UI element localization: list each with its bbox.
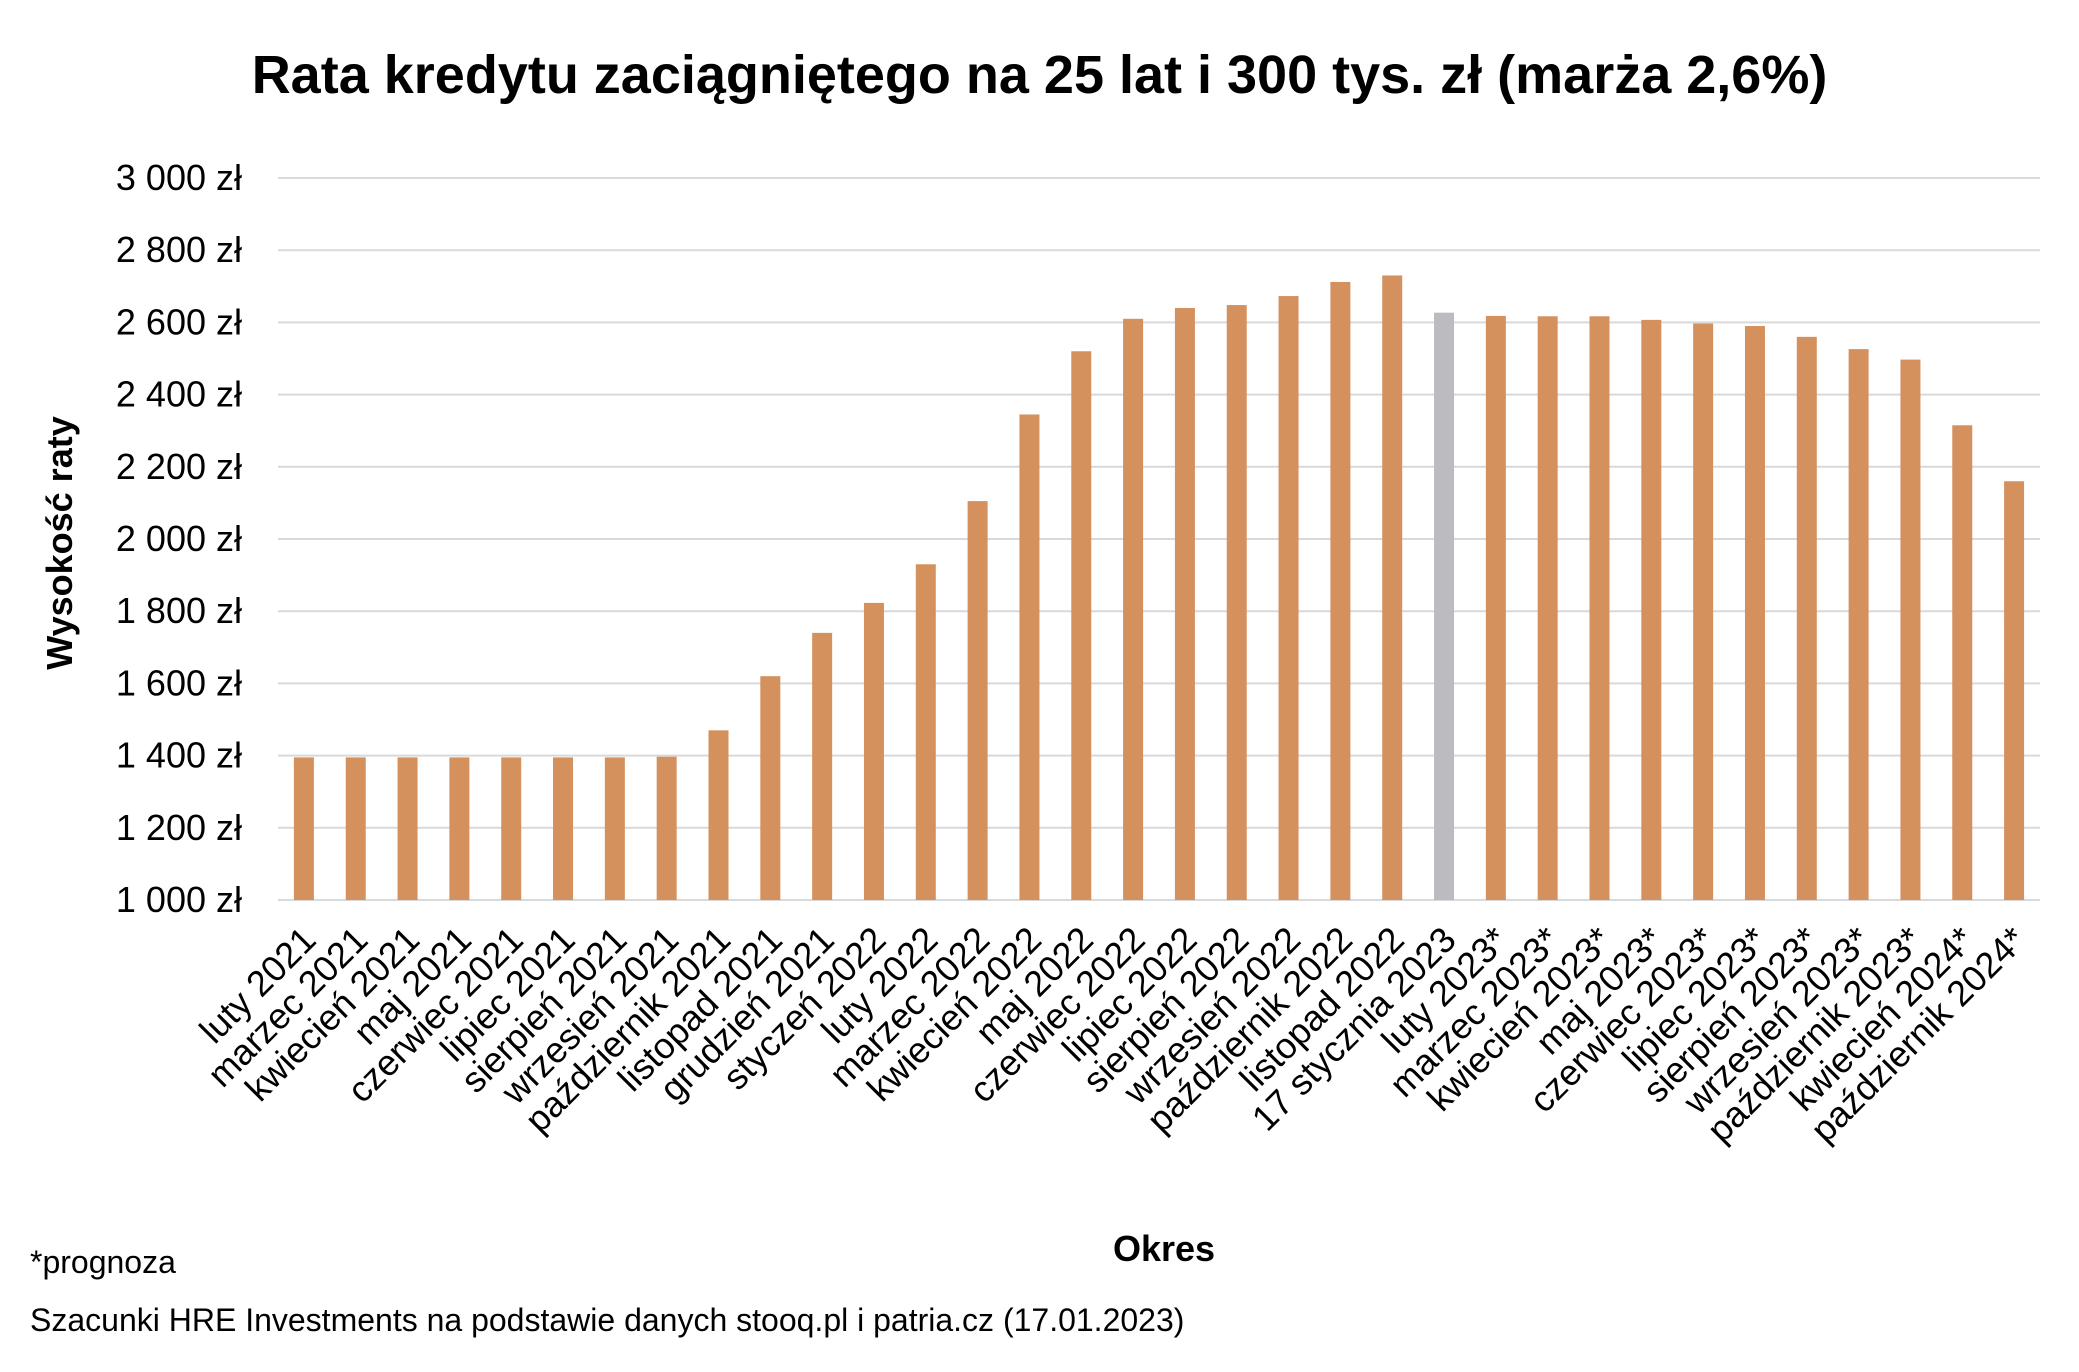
bar	[967, 501, 988, 900]
bar	[1071, 351, 1092, 900]
y-tick-label: 1 800 zł	[116, 590, 242, 631]
bar	[1434, 312, 1455, 900]
y-tick-label: 1 000 zł	[116, 879, 242, 920]
bar	[501, 757, 522, 900]
bar	[1123, 318, 1144, 900]
bar	[1744, 326, 1765, 900]
bar	[1226, 305, 1247, 900]
bar	[1641, 319, 1662, 900]
bar	[812, 632, 833, 900]
bar	[1382, 275, 1403, 901]
y-tick-label: 2 400 zł	[116, 374, 242, 415]
bar	[553, 757, 574, 900]
y-tick-label: 2 000 zł	[116, 518, 242, 559]
bar	[2004, 481, 2025, 900]
bar	[1019, 414, 1040, 900]
bar	[1485, 315, 1506, 901]
bar	[1174, 307, 1195, 901]
bar	[1278, 296, 1299, 900]
bar	[863, 602, 884, 900]
source-note: Szacunki HRE Investments na podstawie da…	[30, 1302, 1185, 1338]
bar	[1537, 316, 1558, 900]
bar	[708, 730, 729, 900]
y-tick-label: 1 400 zł	[116, 735, 242, 776]
bar	[1952, 425, 1973, 900]
y-tick-label: 2 800 zł	[116, 229, 242, 270]
y-tick-label: 1 600 zł	[116, 662, 242, 703]
chart-title: Rata kredytu zaciągniętego na 25 lat i 3…	[251, 45, 1828, 105]
bar	[760, 676, 781, 900]
bars	[293, 275, 2025, 901]
bar	[1848, 349, 1869, 900]
y-axis-title: Wysokość raty	[39, 416, 80, 669]
bar	[604, 757, 625, 900]
bar	[449, 757, 470, 900]
bar	[656, 756, 677, 900]
footnote: *prognoza	[30, 1244, 176, 1280]
bar	[1330, 281, 1351, 900]
gridlines	[278, 177, 2040, 901]
bar	[293, 757, 314, 900]
y-tick-label: 2 600 zł	[116, 301, 242, 342]
bar	[397, 757, 418, 900]
x-axis-title: Okres	[1113, 1228, 1215, 1269]
bar	[1589, 316, 1610, 900]
bar	[1796, 336, 1817, 901]
y-tick-label: 2 200 zł	[116, 446, 242, 487]
bar	[1693, 323, 1714, 900]
y-axis-ticks: 1 000 zł 1 200 zł 1 400 zł 1 600 zł 1 800 zł…	[116, 157, 242, 920]
y-tick-label: 3 000 zł	[116, 157, 242, 198]
bar	[345, 757, 366, 900]
bar	[1900, 359, 1921, 900]
bar	[915, 564, 936, 900]
y-tick-label: 1 200 zł	[116, 807, 242, 848]
